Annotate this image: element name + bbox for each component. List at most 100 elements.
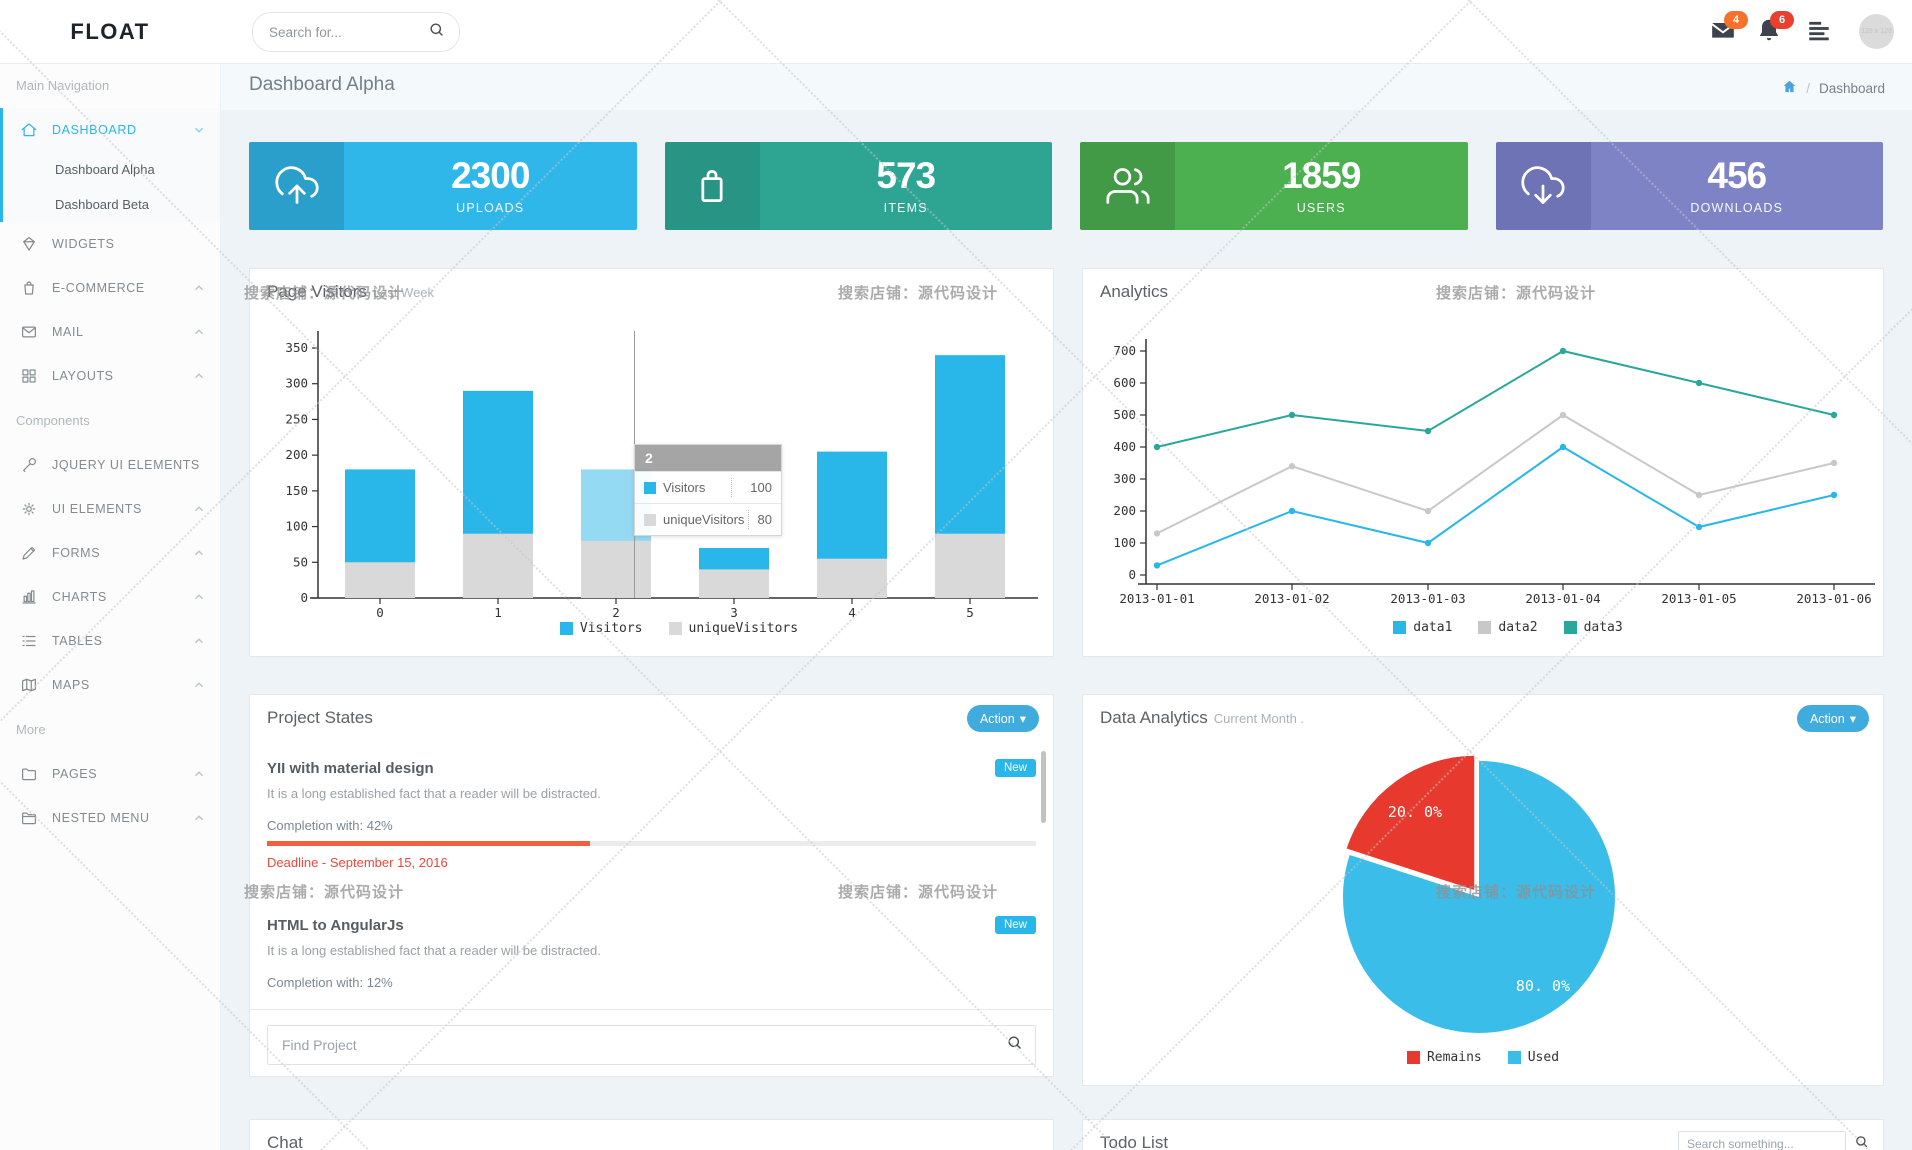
stat-card-items[interactable]: 573 ITEMS [664,142,1052,230]
project-item-html-to-angularjs: HTML to AngularJs New It is a long establi… [267,916,1036,990]
sidebar-item-e-commerce[interactable]: E-COMMERCE [0,266,220,310]
home-icon[interactable] [1782,79,1797,97]
sidebar-item-pages[interactable]: PAGES [0,752,220,796]
analytics-title: Analytics [1100,282,1169,301]
cloud-download-icon [1495,142,1591,230]
legend-item-uniquevisitors[interactable]: uniqueVisitors [668,621,798,636]
svg-text:2013-01-05: 2013-01-05 [1661,591,1736,606]
project-states-action-button[interactable]: Action ▾ [966,705,1039,732]
legend-item-data3[interactable]: data3 [1563,620,1623,635]
data-analytics-subtitle: Current Month . [1213,711,1305,726]
pie-chart[interactable]: 20. 0% 80. 0% [1083,695,1883,1085]
sidebar-item-label: MAPS [52,678,90,692]
page-visitors-bar-chart[interactable]: 0 50 100 150 200 250 300 350 0 1 2 3 4 5 [250,269,1053,656]
find-project-input[interactable] [280,1036,1006,1054]
sidebar-item-label: LAYOUTS [52,369,114,383]
sidebar-group-widgets: WIDGETS [0,222,220,266]
page-visitors-title: Page Visitors [267,282,367,301]
chevron-up-icon [194,770,204,778]
todo-list-panel: Todo List [1082,1119,1884,1150]
svg-text:300: 300 [285,376,308,391]
legend-label: Remains [1426,1050,1482,1065]
svg-text:0: 0 [1128,567,1136,582]
chevron-up-icon [194,328,204,336]
todo-search-input[interactable] [1678,1131,1846,1150]
navbar-search-input[interactable] [267,23,428,41]
sidebar-item-dashboard[interactable]: DASHBOARD [3,108,220,152]
chevron-down-icon [194,126,204,134]
breadcrumb-current[interactable]: Dashboard [1818,80,1885,96]
progress-bar [267,841,1036,846]
sidebar-item-nested-menu[interactable]: NESTED MENU [0,796,220,840]
sidebar-item-forms[interactable]: FORMS [0,531,220,575]
gear-icon [19,499,39,519]
sidebar-group-ui-elements: UI ELEMENTS [0,487,220,531]
legend-item-data2[interactable]: data2 [1478,620,1538,635]
search-icon[interactable] [428,21,445,43]
legend-item-data1[interactable]: data1 [1393,620,1452,635]
analytics-line-chart[interactable]: 0 100 200 300 400 500 600 700 2013-01-01 2013-01-… [1083,269,1883,656]
mail-icon [19,322,39,342]
action-label: Action [1809,711,1845,726]
stat-card-users[interactable]: 1859 USERS [1080,142,1468,230]
legend-swatch [559,622,573,635]
avatar-placeholder-text: 128 x 128 [1861,28,1892,35]
sidebar-subitem-dashboard-alpha[interactable]: Dashboard Alpha [55,162,155,177]
svg-text:0: 0 [376,605,384,620]
sidebar-item-mail[interactable]: MAIL [0,310,220,354]
panel-title: Page Visitors Last Week [267,282,434,302]
stat-label: USERS [1296,201,1346,215]
chevron-up-icon [194,284,204,292]
legend-swatch [1478,621,1492,634]
sidebar-group-maps: MAPS [0,663,220,707]
chart-icon [19,587,39,607]
svg-text:2013-01-02: 2013-01-02 [1254,591,1329,606]
folder-icon [19,764,39,784]
sidebar-item-tables[interactable]: TABLES [0,619,220,663]
search-icon[interactable] [1854,1134,1869,1150]
sidebar-item-ui-elements[interactable]: UI ELEMENTS [0,487,220,531]
stat-card-downloads[interactable]: 456 DOWNLOADS [1495,142,1883,230]
panel-title: Todo List [1100,1133,1168,1150]
svg-text:600: 600 [1113,375,1136,390]
sidebar-item-maps[interactable]: MAPS [0,663,220,707]
stat-value: 573 [876,155,936,196]
menu-align-icon[interactable] [1806,17,1836,47]
legend-item-visitors[interactable]: Visitors [559,621,643,636]
stat-cards-row: 2300 UPLOADS 573 ITEMS 1859 USERS 456 DOWNLOADS [249,142,1883,230]
brand-logo[interactable]: FLOAT [70,18,150,44]
sidebar-group-dashboard: DASHBOARD Dashboard Alpha Dashboard Beta [0,108,220,222]
stat-card-body: 1859 USERS [1175,142,1468,230]
sidebar-subitem-dashboard-beta[interactable]: Dashboard Beta [55,197,149,212]
sidebar-item-layouts[interactable]: LAYOUTS [0,354,220,398]
sidebar-item-widgets[interactable]: WIDGETS [0,222,220,266]
sidebar-group-e-commerce: E-COMMERCE [0,266,220,310]
project-title[interactable]: HTML to AngularJs [267,916,404,934]
svg-text:1: 1 [494,605,502,620]
svg-text:2013-01-01: 2013-01-01 [1119,591,1194,606]
notifications-bell-icon[interactable]: 6 [1756,11,1794,47]
project-title[interactable]: YII with material design [267,759,434,777]
cloud-upload-icon [249,142,344,230]
sidebar-item-label: JQUERY UI ELEMENTS [52,458,200,472]
user-avatar[interactable]: 128 x 128 [1859,14,1894,49]
legend-item-remains[interactable]: Remains [1406,1050,1482,1065]
svg-text:100: 100 [1113,535,1136,550]
data-analytics-action-button[interactable]: Action ▾ [1796,705,1869,732]
sidebar-item-jquery-ui-elements[interactable]: JQUERY UI ELEMENTS [0,443,220,487]
stat-card-uploads[interactable]: 2300 UPLOADS [249,142,637,230]
chevron-up-icon [194,505,204,513]
shopping-bag-icon [664,142,760,230]
ecommerce-icon [19,278,39,298]
legend-swatch [1393,621,1407,634]
sidebar-item-charts[interactable]: CHARTS [0,575,220,619]
legend-item-used[interactable]: Used [1507,1050,1559,1065]
scrollbar-thumb[interactable] [1041,751,1046,823]
chevron-up-icon [194,637,204,645]
messages-icon[interactable]: 4 [1710,11,1748,47]
search-icon[interactable] [1006,1034,1023,1056]
chat-title: Chat [267,1133,303,1150]
legend-swatch [1406,1051,1420,1064]
widgets-icon [19,234,39,254]
sidebar-item-label: NESTED MENU [52,811,150,825]
